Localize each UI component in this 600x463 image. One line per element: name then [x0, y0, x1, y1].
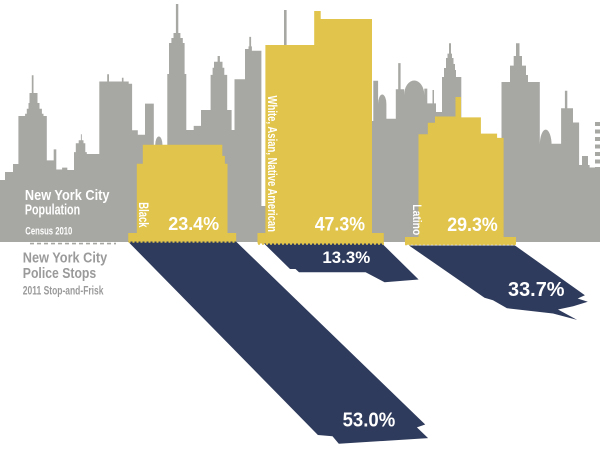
svg-text:33.7%: 33.7% [508, 279, 565, 301]
svg-text:Police Stops: Police Stops [23, 266, 96, 282]
svg-text:White, Asian, Native American: White, Asian, Native American [265, 96, 280, 233]
svg-text:New York City: New York City [23, 251, 107, 267]
svg-text:Census 2010: Census 2010 [25, 226, 72, 238]
svg-text:23.4%: 23.4% [168, 213, 219, 234]
svg-text:47.3%: 47.3% [315, 213, 365, 235]
svg-text:Latino: Latino [410, 204, 424, 235]
svg-text:2011 Stop-and-Frisk: 2011 Stop-and-Frisk [23, 285, 104, 297]
svg-text:Population: Population [25, 203, 80, 219]
svg-text:13.3%: 13.3% [322, 248, 370, 267]
svg-text:Black: Black [136, 202, 151, 228]
svg-text:53.0%: 53.0% [343, 408, 396, 431]
svg-text:29.3%: 29.3% [447, 214, 498, 236]
svg-text:New York City: New York City [25, 188, 110, 204]
